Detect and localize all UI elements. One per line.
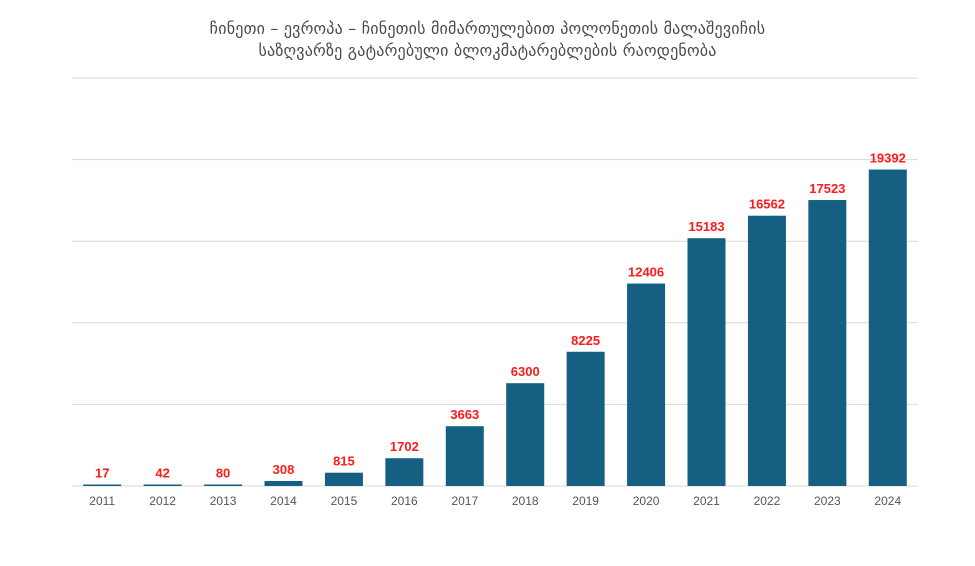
bar [264,480,303,486]
x-tick-label: 2020 [633,494,660,508]
chart-title-line-2: საზღვარზე გატარებული ბლოკმატარებლების რა… [258,41,717,60]
bar [506,383,545,486]
bar [204,484,243,486]
bar [808,200,847,486]
x-tick-label: 2021 [693,494,720,508]
data-label: 8225 [571,333,600,348]
x-tick-label: 2023 [814,494,841,508]
bar [445,426,484,486]
data-label: 15183 [688,219,724,234]
data-label: 80 [216,466,230,481]
x-tick-label: 2014 [270,494,297,508]
x-tick-label: 2013 [210,494,237,508]
x-tick-label: 2019 [572,494,599,508]
data-label: 12406 [628,265,664,280]
bar [143,484,182,486]
data-label: 815 [333,454,355,469]
data-label: 17523 [809,181,845,196]
bar [868,169,907,486]
bar [385,458,424,486]
data-label: 308 [273,462,295,477]
bar [747,215,786,486]
chart-title: ჩინეთი – ევროპა – ჩინეთის მიმართულებით პ… [0,18,975,62]
bar [687,238,726,486]
x-tick-label: 2011 [89,494,115,508]
x-tick-label: 2024 [874,494,901,508]
data-label: 42 [155,466,169,481]
x-tick-label: 2018 [512,494,539,508]
chart-title-line-1: ჩინეთი – ევროპა – ჩინეთის მიმართულებით პ… [209,19,766,38]
data-label: 3663 [450,407,479,422]
x-tick-label: 2017 [451,494,478,508]
bar [566,351,605,486]
bar [83,484,122,486]
data-label: 1702 [390,439,419,454]
data-label: 16562 [749,197,785,212]
bar [324,472,363,486]
data-label: 19392 [870,151,906,166]
x-tick-label: 2016 [391,494,418,508]
bar [627,283,666,486]
data-label: 6300 [511,364,540,379]
data-label: 17 [95,466,109,481]
x-tick-label: 2012 [149,494,176,508]
x-tick-label: 2022 [754,494,781,508]
x-tick-label: 2015 [331,494,358,508]
